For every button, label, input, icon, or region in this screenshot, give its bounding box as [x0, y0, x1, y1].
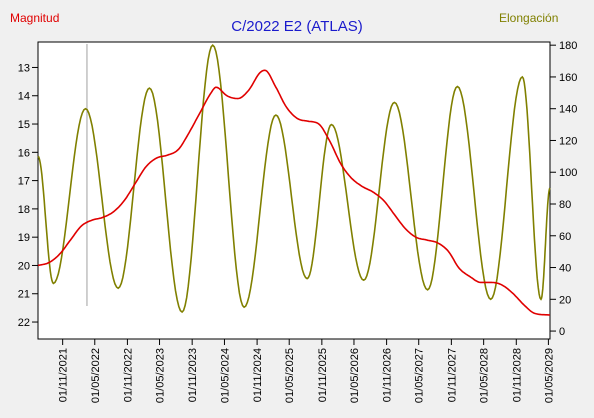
series-elongation-line	[37, 44, 551, 314]
x-tick-label: 01/11/2027	[446, 348, 458, 402]
x-tick-label: 01/05/2025	[284, 348, 296, 403]
x-tick-label: 01/11/2023	[187, 348, 199, 402]
right-tick-label: 80	[559, 199, 571, 211]
right-axis: 0 20 40 60 80 100 120 140 160 180	[550, 40, 577, 338]
x-tick-label: 01/11/2028	[511, 348, 523, 402]
x-tick-label: 01/11/2021	[58, 348, 70, 402]
right-tick-label: 0	[559, 326, 565, 338]
plot-area	[37, 41, 551, 340]
left-tick-label: 16	[18, 147, 30, 159]
x-tick-label: 01/05/2024	[219, 348, 231, 403]
right-tick-label: 100	[559, 167, 577, 179]
right-tick-label: 40	[559, 263, 571, 275]
right-tick-label: 120	[559, 135, 577, 147]
x-tick-label: 01/11/2022	[122, 348, 134, 402]
left-tick-label: 14	[18, 91, 30, 103]
x-tick-label: 01/05/2027	[414, 348, 426, 403]
right-axis-title: Elongación	[499, 11, 559, 25]
left-axis-title: Magnitud	[10, 11, 60, 25]
series-magnitude-line	[37, 69, 551, 316]
x-axis: 01/11/2021 01/05/2022 01/11/2022 01/05/2023…	[58, 339, 555, 403]
right-tick-label: 140	[559, 104, 577, 116]
x-tick-label: 01/05/2029	[543, 348, 555, 403]
x-tick-label: 01/05/2026	[349, 348, 361, 403]
left-tick-label: 22	[18, 317, 30, 329]
left-tick-label: 18	[18, 204, 30, 216]
right-tick-label: 180	[559, 40, 577, 52]
right-tick-label: 160	[559, 72, 577, 84]
left-tick-label: 17	[18, 176, 30, 188]
x-tick-label: 01/05/2023	[155, 348, 167, 403]
chart-title: C/2022 E2 (ATLAS)	[231, 18, 363, 35]
left-tick-label: 13	[18, 62, 30, 74]
x-tick-label: 01/11/2026	[382, 348, 394, 402]
x-tick-label: 01/05/2022	[90, 348, 102, 403]
left-tick-label: 19	[18, 232, 30, 244]
right-tick-label: 20	[559, 294, 571, 306]
left-tick-label: 15	[18, 119, 30, 131]
left-tick-label: 21	[18, 289, 30, 301]
x-tick-label: 01/11/2024	[252, 348, 264, 402]
right-tick-label: 60	[559, 231, 571, 243]
x-tick-label: 01/05/2028	[479, 348, 491, 403]
left-tick-label: 20	[18, 260, 30, 272]
x-tick-label: 01/11/2025	[317, 348, 329, 402]
left-axis: 13 14 15 16 17 18 19 20 21 22	[18, 62, 38, 329]
